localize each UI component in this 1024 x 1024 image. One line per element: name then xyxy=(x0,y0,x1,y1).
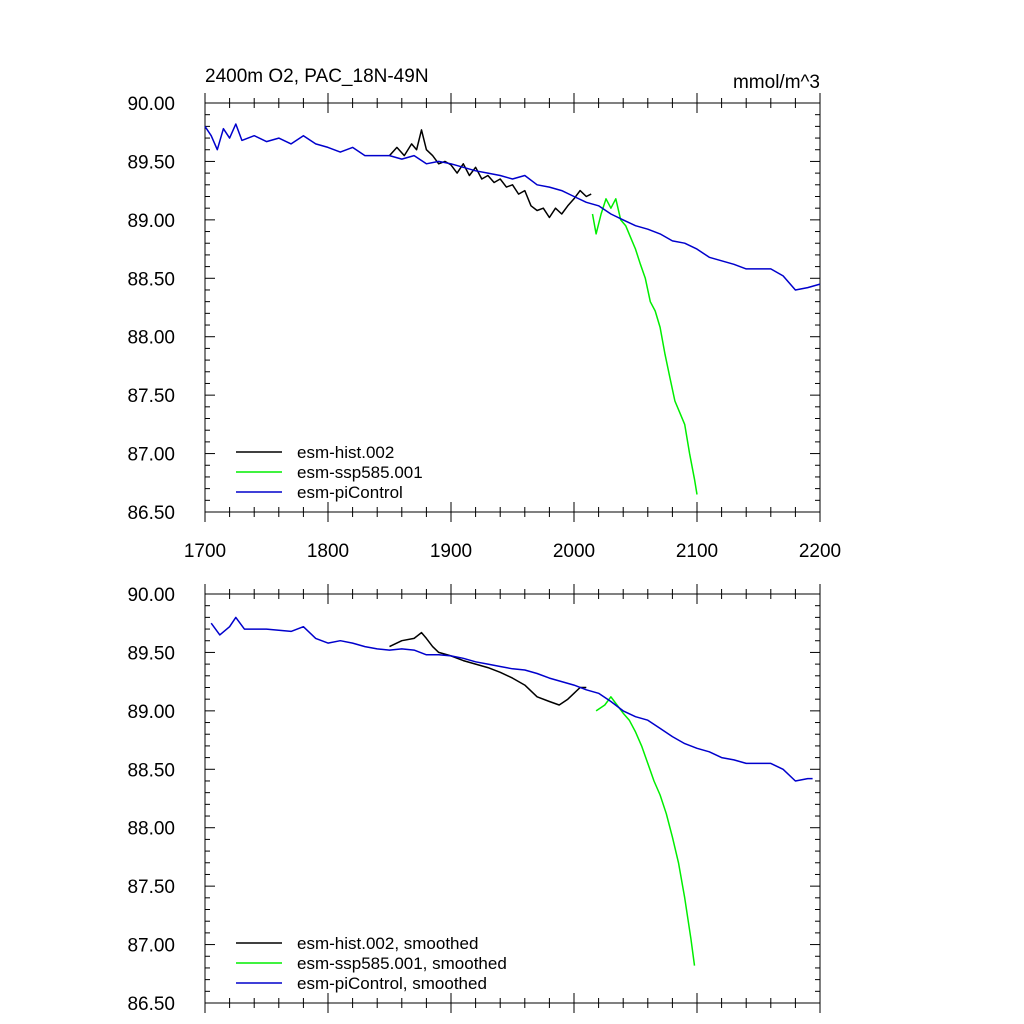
y-tick-label: 87.00 xyxy=(127,445,175,466)
legend-label: esm-piControl xyxy=(297,483,403,502)
y-tick-label: 87.50 xyxy=(127,386,175,407)
y-tick-label: 88.50 xyxy=(127,760,175,781)
top-panel: 90.00 89.50 89.00 88.50 88.00 87.50 87.0… xyxy=(127,93,841,562)
series-line xyxy=(204,123,821,291)
bottom-legend: esm-hist.002, smoothed esm-ssp585.001, s… xyxy=(236,934,507,993)
y-tick-label: 86.50 xyxy=(127,994,175,1015)
y-tick-label: 89.00 xyxy=(127,702,175,723)
bottom-panel: 90.00 89.50 89.00 88.50 88.00 87.50 87.0… xyxy=(127,584,821,1015)
legend-label: esm-ssp585.001 xyxy=(297,463,423,482)
legend-item-esm-hist-smoothed: esm-hist.002, smoothed xyxy=(236,934,478,953)
top-legend: esm-hist.002 esm-ssp585.001 esm-piContro… xyxy=(236,443,423,502)
x-tick-label: 2000 xyxy=(553,541,595,562)
y-tick-label: 88.50 xyxy=(127,269,175,290)
y-tick-label: 88.00 xyxy=(127,328,175,349)
series-line xyxy=(388,129,592,219)
series-line xyxy=(591,198,698,495)
legend-label: esm-ssp585.001, smoothed xyxy=(297,954,507,973)
y-tick-label: 89.50 xyxy=(127,643,175,664)
series-line xyxy=(389,631,587,706)
bottom-plot-frame xyxy=(204,593,821,1004)
legend-item-esm-hist: esm-hist.002 xyxy=(236,443,394,462)
legend-item-esm-ssp585-smoothed: esm-ssp585.001, smoothed xyxy=(236,954,507,973)
bottom-series xyxy=(210,616,813,966)
bottom-ticks xyxy=(204,584,821,1013)
legend-label: esm-hist.002 xyxy=(297,443,394,462)
y-tick-label: 88.00 xyxy=(127,819,175,840)
bottom-y-tick-labels: 90.00 89.50 89.00 88.50 88.00 87.50 87.0… xyxy=(127,585,175,1015)
y-tick-label: 87.00 xyxy=(127,936,175,957)
y-tick-label: 90.00 xyxy=(127,94,175,115)
legend-item-esm-picontrol: esm-piControl xyxy=(236,483,403,502)
y-tick-label: 89.50 xyxy=(127,152,175,173)
top-y-tick-labels: 90.00 89.50 89.00 88.50 88.00 87.50 87.0… xyxy=(127,94,175,524)
y-tick-label: 87.50 xyxy=(127,877,175,898)
legend-label: esm-piControl, smoothed xyxy=(297,974,487,993)
x-tick-label: 2100 xyxy=(676,541,718,562)
y-tick-label: 89.00 xyxy=(127,211,175,232)
legend-item-esm-picontrol-smoothed: esm-piControl, smoothed xyxy=(236,974,487,993)
y-tick-label: 90.00 xyxy=(127,585,175,606)
series-line xyxy=(210,616,813,782)
x-tick-label: 2200 xyxy=(799,541,841,562)
y-tick-label: 86.50 xyxy=(127,503,175,524)
chart-title: 2400m O2, PAC_18N-49N xyxy=(205,66,429,87)
top-ticks xyxy=(204,93,821,522)
top-series xyxy=(204,123,821,495)
x-tick-label: 1900 xyxy=(430,541,472,562)
x-tick-label: 1800 xyxy=(307,541,349,562)
top-plot-frame xyxy=(204,102,821,513)
units-label: mmol/m^3 xyxy=(733,72,820,93)
series-line xyxy=(595,696,696,966)
top-x-tick-labels: 1700 1800 1900 2000 2100 2200 xyxy=(184,541,841,562)
legend-item-esm-ssp585: esm-ssp585.001 xyxy=(236,463,423,482)
legend-label: esm-hist.002, smoothed xyxy=(297,934,478,953)
x-tick-label: 1700 xyxy=(184,541,226,562)
